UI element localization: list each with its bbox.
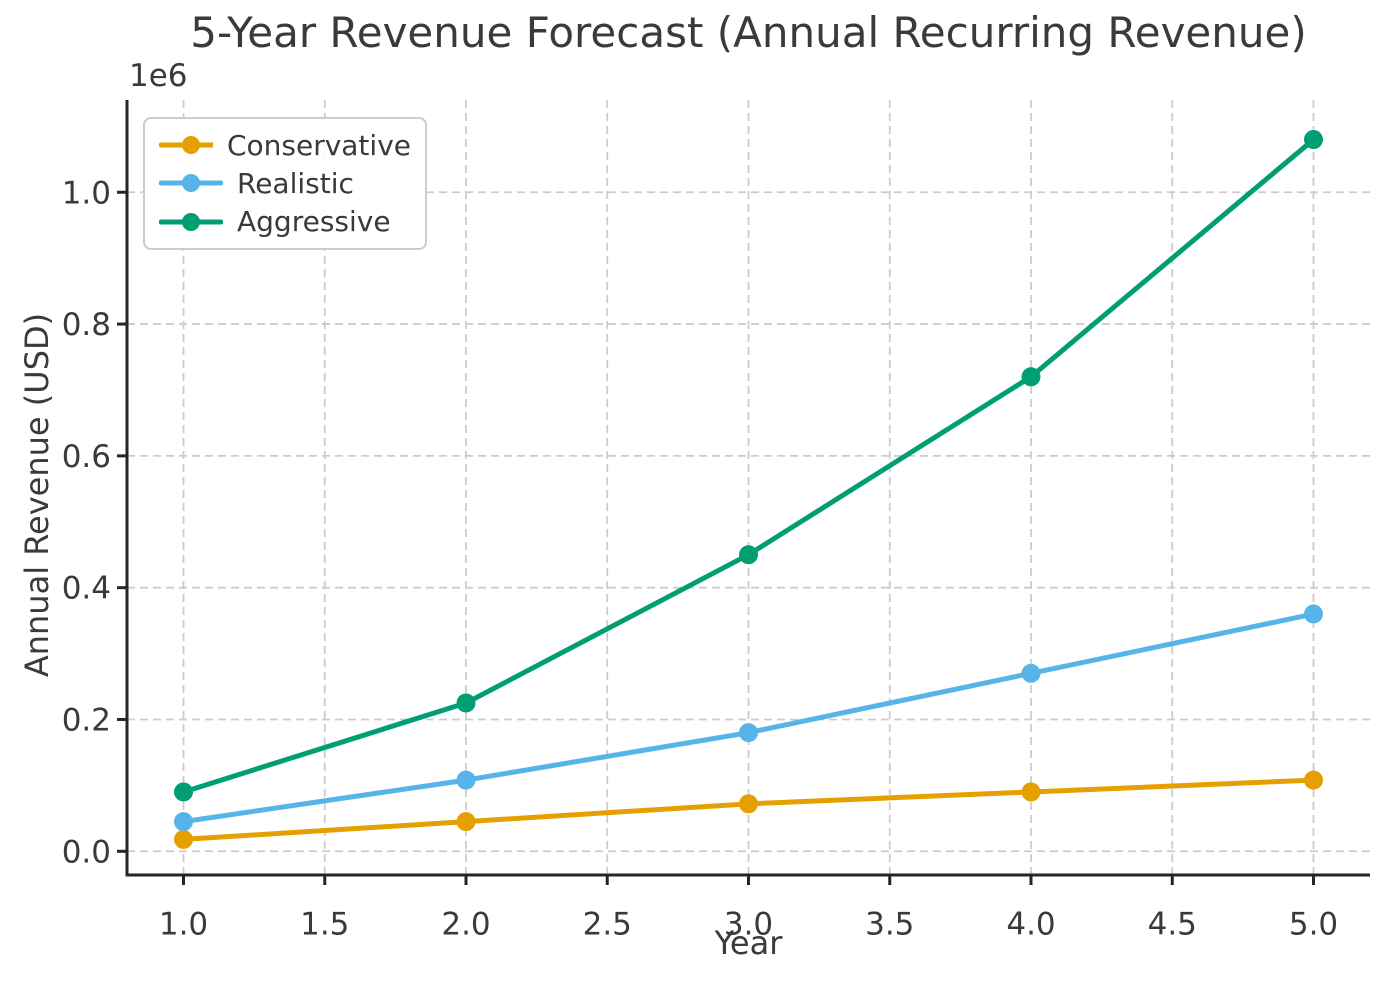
legend-marker-icon [182,212,200,231]
data-point-conservative-year-5 [1304,770,1323,790]
legend-label: Aggressive [237,205,391,239]
legend-item-aggressive: Aggressive [159,203,411,241]
data-point-conservative-year-1 [174,829,193,849]
legend-swatch-realistic [159,174,223,193]
data-point-aggressive-year-1 [174,782,193,802]
legend: Conservative Realistic Aggressive [143,117,427,250]
y-tick-label: 0.8 [62,307,111,343]
data-point-aggressive-year-3 [739,545,758,565]
y-tick-label: 0.4 [62,571,111,607]
x-tick-label: 1.5 [300,906,349,942]
data-point-aggressive-year-5 [1304,130,1323,150]
x-tick-label: 2.0 [441,906,490,942]
y-tick-label: 1.0 [62,175,111,211]
x-tick-label: 4.5 [1148,906,1197,942]
axis-ticks: 1.0 1.5 2.0 2.5 3.0 3.5 4.0 4.5 5.0 0.0 0.2 0.4 0.6 0… [62,175,1338,942]
data-point-conservative-year-3 [739,794,758,814]
series-layer [174,130,1323,849]
y-tick-label: 0.2 [62,702,111,738]
chart-title: 5-Year Revenue Forecast (Annual Recurrin… [190,8,1307,57]
data-point-aggressive-year-4 [1021,367,1041,387]
x-tick-label: 5.0 [1289,906,1338,942]
legend-item-conservative: Conservative [159,126,411,164]
data-point-realistic-year-3 [739,723,758,743]
x-axis-label: Year [714,924,783,962]
x-tick-label: 2.5 [583,906,632,942]
data-point-aggressive-year-2 [456,693,476,713]
x-tick-label: 1.0 [159,906,208,942]
x-tick-label: 3.5 [865,906,914,942]
legend-item-realistic: Realistic [159,164,411,202]
legend-swatch-conservative [159,136,213,155]
y-axis-label: Annual Revenue (USD) [18,312,56,678]
y-axis-offset-label: 1e6 [129,58,188,94]
data-point-realistic-year-5 [1304,604,1323,624]
data-point-realistic-year-2 [456,770,476,790]
y-tick-label: 0.6 [62,439,111,475]
data-point-realistic-year-1 [174,812,193,832]
legend-marker-icon [182,136,200,155]
data-point-conservative-year-4 [1021,782,1041,802]
data-point-conservative-year-2 [456,812,476,832]
legend-swatch-aggressive [159,212,223,231]
data-point-realistic-year-4 [1021,663,1041,683]
x-tick-label: 4.0 [1006,906,1055,942]
x-tick-label: 3.0 [724,906,773,942]
legend-label: Realistic [237,166,354,200]
y-tick-label: 0.0 [62,834,111,870]
legend-marker-icon [182,174,200,193]
legend-label: Conservative [226,128,411,162]
